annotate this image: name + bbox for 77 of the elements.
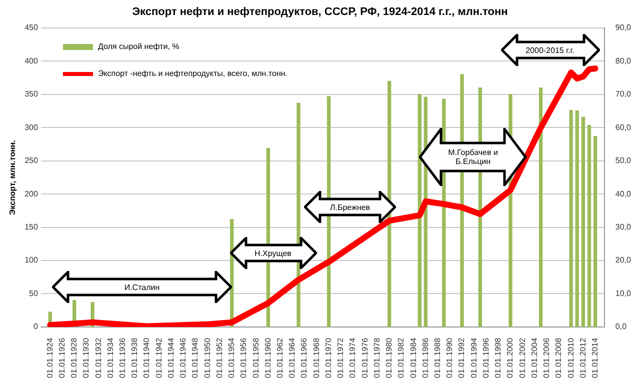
y-tick-label: 250: [24, 156, 38, 166]
x-tick-label: 01.01.1990: [445, 337, 454, 378]
x-tick-label: 01.01.1936: [118, 337, 128, 378]
x-tick-label: 01.01.1924: [45, 337, 54, 378]
x-tick-label: 01.01.1954: [227, 337, 236, 378]
y2-tick-label: 80,0: [615, 56, 632, 66]
x-tick-label: 01.01.1970: [324, 337, 333, 378]
x-tick-label: 01.01.1940: [142, 337, 152, 378]
x-tick-label: 01.01.1974: [348, 337, 358, 378]
x-tick-label: 01.01.1928: [70, 337, 79, 378]
y-tick-label: 150: [24, 222, 38, 232]
bar: [575, 110, 579, 327]
y2-tick-label: 0,0: [615, 322, 628, 332]
x-tick-label: 01.01.2014: [590, 337, 600, 378]
x-tick-label: 01.01.1986: [420, 337, 430, 378]
y-tick-label: 50: [29, 288, 38, 298]
y2-tick-label: 60,0: [615, 122, 632, 132]
x-tick-label: 01.01.1962: [276, 337, 285, 378]
x-tick-label: 01.01.1932: [94, 337, 103, 378]
y-tick-label: 100: [24, 256, 38, 265]
y-axis-title: Экспорт, млн.тонн.: [8, 140, 18, 215]
chart-title: Экспорт нефти и нефтепродуктов, СССР, РФ, 1924-2014 г.г., млн.тонн: [131, 6, 509, 18]
x-tick-label: 01.01.2010: [566, 337, 576, 378]
x-tick-label: 01.01.1984: [408, 337, 418, 378]
x-tick-label: 01.01.1926: [57, 337, 66, 378]
y2-tick-label: 50,0: [615, 156, 632, 166]
x-tick-label: 01.01.1950: [202, 337, 212, 378]
x-tick-label: 01.01.1930: [82, 337, 91, 378]
x-tick-label: 01.01.1946: [178, 337, 188, 378]
bar: [593, 136, 598, 327]
x-tick-label: 01.01.1960: [263, 337, 272, 378]
y-tick-label: 350: [24, 90, 38, 99]
x-tick-label: 01.01.1996: [481, 337, 490, 378]
x-tick-label: 01.01.1938: [130, 337, 140, 378]
x-tick-label: 01.01.1972: [336, 337, 346, 378]
bar: [538, 87, 543, 327]
x-tick-label: 01.01.1952: [214, 337, 224, 378]
y-tick-label: 300: [24, 122, 38, 132]
x-tick-label: 01.01.1988: [433, 337, 442, 378]
x-tick-label: 01.01.1956: [239, 337, 248, 378]
x-tick-label: 01.01.1976: [360, 337, 370, 378]
x-tick-label: 01.01.1948: [190, 337, 200, 378]
x-tick-label: 01.01.1942: [154, 337, 164, 378]
legend-label: Экспорт -нефть и нефтепродукты, всего, млн.тонн.: [98, 69, 288, 78]
x-tick-label: 01.01.1992: [457, 337, 466, 378]
x-tick-label: 01.01.2012: [578, 337, 588, 378]
x-tick-label: 01.01.2004: [530, 337, 539, 378]
x-tick-label: 01.01.2002: [518, 337, 527, 378]
x-tick-label: 01.01.1958: [251, 337, 260, 378]
x-tick-label: 01.01.2008: [554, 337, 564, 378]
x-tick-label: 01.01.2006: [542, 337, 552, 378]
x-tick-label: 01.01.1998: [494, 337, 503, 378]
x-tick-label: 01.01.1982: [396, 337, 406, 378]
bar: [418, 94, 422, 327]
x-tick-label: 01.01.1978: [372, 337, 382, 378]
y2-tick-label: 10,0: [615, 288, 632, 298]
x-tick-label: 01.01.1964: [288, 337, 297, 378]
x-tick-label: 01.01.1944: [166, 337, 176, 378]
bar: [587, 125, 592, 327]
y-tick-label: 0: [33, 322, 38, 332]
x-tick-label: 01.01.1934: [106, 337, 115, 378]
x-tick-label: 01.01.1980: [384, 337, 394, 378]
x-tick-label: 01.01.1968: [312, 337, 321, 378]
y2-tick-label: 40,0: [615, 189, 632, 198]
bar: [569, 110, 573, 327]
legend-label: Доля сырой нефти, %: [98, 42, 180, 51]
y2-tick-label: 20,0: [615, 256, 632, 265]
y-tick-label: 400: [24, 56, 38, 66]
x-tick-label: 01.01.1994: [469, 337, 478, 378]
x-tick-label: 01.01.2000: [506, 337, 515, 378]
y2-tick-label: 70,0: [615, 90, 632, 99]
bar: [581, 116, 586, 327]
y2-tick-label: 90,0: [615, 23, 632, 32]
y-tick-label: 450: [24, 23, 38, 32]
y2-tick-label: 30,0: [615, 222, 632, 232]
y-tick-label: 200: [24, 189, 38, 198]
x-tick-label: 01.01.1966: [300, 337, 309, 378]
